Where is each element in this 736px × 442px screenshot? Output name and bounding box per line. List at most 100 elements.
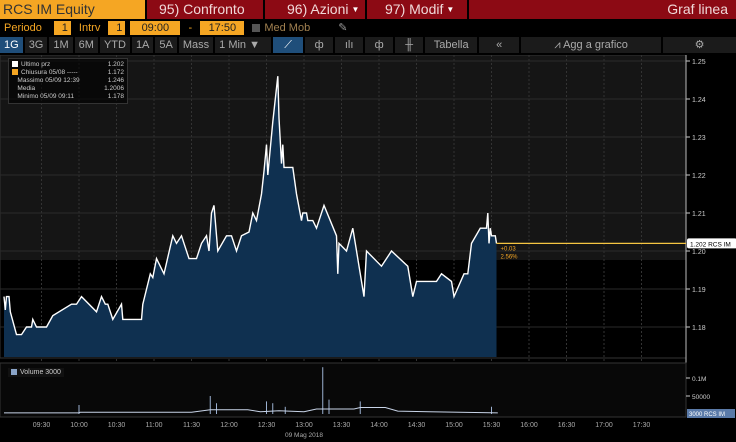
y-tick-label: 1.25 (692, 59, 706, 66)
volume-legend: Volume 3000 (8, 368, 64, 377)
change-label: +0.03 (501, 246, 517, 252)
x-tick-label: 16:00 (520, 422, 538, 429)
x-tick-label: 11:30 (183, 422, 200, 429)
x-tick-label: 10:00 (70, 422, 88, 429)
y-tick-label: 1.21 (692, 211, 706, 218)
range-1a[interactable]: 1A (131, 36, 154, 53)
volume-line (4, 407, 498, 414)
dash: - (188, 21, 193, 34)
y-tick-label: 1.18 (692, 325, 706, 332)
line-chart-icon[interactable]: ⟋ (273, 36, 304, 53)
range-max[interactable]: Mass (178, 36, 214, 53)
x-tick-label: 14:00 (370, 422, 388, 429)
y-tick-label: 1.20 (692, 249, 706, 256)
add-to-chart-label: Agg a grafico (563, 38, 628, 51)
price-area (4, 76, 497, 357)
chart-add-icon: ⩘ (554, 38, 564, 51)
legend-item-close: Chiusura 05/08 ----- 1.172 (12, 69, 124, 77)
y-tick-label: 1.24 (692, 97, 706, 104)
legend-value: 1.2006 (104, 85, 124, 92)
actions-label: 96) Azioni (287, 1, 349, 17)
legend-label: Ultimo prz (21, 61, 51, 68)
ohlc-icon[interactable]: ф (365, 36, 394, 53)
add-to-chart-button[interactable]: ⩘ Agg a grafico (521, 36, 662, 53)
legend-swatch (12, 69, 18, 76)
modify-label: 97) Modif (385, 1, 444, 17)
volume-y-tick-label: 50000 (692, 394, 710, 401)
collapse-button[interactable]: « (479, 36, 520, 53)
end-time-input[interactable]: 17:50 (200, 20, 245, 35)
x-tick-label: 13:30 (333, 422, 351, 429)
legend-label: Chiusura 05/08 ----- (21, 69, 78, 76)
range-5a[interactable]: 5A (155, 36, 177, 53)
y-tick-label: 1.19 (692, 287, 706, 294)
range-1g[interactable]: 1G (0, 36, 23, 53)
x-tick-label: 09:30 (33, 422, 51, 429)
x-tick-label: 13:00 (295, 422, 313, 429)
x-tick-label: 17:00 (595, 422, 613, 429)
start-time-input[interactable]: 09:00 (130, 20, 181, 35)
range-6m[interactable]: 6M (74, 36, 98, 53)
price-legend: Ultimo prz 1.202 Chiusura 05/08 ----- 1.17… (8, 58, 128, 104)
toolbar: 1G 3G 1M 6M YTD 1A 5A Mass 1 Min ▼ ⟋ ф ı… (0, 36, 736, 53)
legend-item-high: Massimo 05/09 12:39 1.246 (12, 77, 124, 85)
legend-value: 1.172 (107, 69, 124, 76)
chevron-down-icon: ▼ (351, 5, 360, 14)
x-tick-label: 12:30 (258, 422, 276, 429)
settings-gear-icon[interactable]: ⚙ (663, 36, 736, 53)
volume-swatch (11, 369, 17, 376)
price-line (3, 76, 498, 336)
interval-input[interactable]: 1 (108, 20, 126, 35)
moving-avg-checkbox[interactable] (252, 23, 261, 32)
legend-value: 1.202 (107, 61, 124, 68)
range-1m[interactable]: 1M (49, 36, 73, 53)
bar-chart-icon[interactable]: ılı (335, 36, 364, 53)
ticker-field[interactable]: RCS IM Equity (0, 0, 145, 19)
volume-y-tick-label: 0.1M (692, 376, 706, 383)
period-input[interactable]: 1 (53, 20, 71, 35)
interval-label: Intrv (78, 21, 101, 34)
range-3g[interactable]: 3G (24, 36, 48, 53)
x-tick-label: 12:00 (220, 422, 238, 429)
chevron-down-icon: ▼ (446, 5, 455, 14)
volume-legend-label: Volume 3000 (20, 369, 61, 376)
x-tick-label: 10:30 (108, 422, 126, 429)
volume-panel (0, 362, 687, 418)
y-tick-label: 1.23 (692, 135, 706, 142)
header-bar: RCS IM Equity 95) Confronto 96) Azioni ▼ … (0, 0, 736, 19)
chart-type-button[interactable]: Graf linea (469, 0, 736, 19)
x-tick-label: 11:00 (146, 422, 163, 429)
table-button[interactable]: Tabella (425, 36, 478, 53)
x-tick-label: 15:30 (483, 422, 501, 429)
legend-item-last: Ultimo prz 1.202 (12, 61, 124, 69)
compare-button[interactable]: 95) Confronto (147, 0, 263, 19)
x-tick-label: 16:30 (558, 422, 576, 429)
y-tick-label: 1.22 (692, 173, 706, 180)
legend-label: Minimo 05/09 09:11 (17, 93, 75, 100)
volume-last-tag (687, 409, 735, 418)
price-chart[interactable]: 09:30 10:00 10:30 11:00 11:30 12:00 12:30 13:00… (0, 55, 736, 442)
x-tick-label: 17:30 (633, 422, 651, 429)
candlestick-icon[interactable]: ф (305, 36, 334, 53)
moving-avg-label: Med Mob (264, 21, 311, 34)
hlc-icon[interactable]: ╫ (395, 36, 424, 53)
modify-button[interactable]: 97) Modif ▼ (367, 0, 467, 19)
period-label: Periodo (4, 21, 42, 34)
last-price-label: 1.202 RCS IM (690, 241, 731, 248)
range-ytd[interactable]: YTD (99, 36, 130, 53)
interval-dropdown[interactable]: 1 Min ▼ (215, 36, 272, 53)
legend-item-avg: Media 1.2006 (12, 85, 124, 93)
actions-button[interactable]: 96) Azioni ▼ (265, 0, 365, 19)
x-tick-label: 15:00 (445, 422, 463, 429)
last-price-tag (687, 238, 736, 249)
x-tick-label: 14:30 (408, 422, 426, 429)
legend-swatch (12, 61, 18, 68)
volume-last-label: 3000 RCS IM (689, 412, 725, 418)
x-axis-date-label: 09 Mag 2018 (285, 432, 323, 439)
legend-value: 1.178 (107, 93, 124, 100)
legend-label: Media (17, 85, 36, 92)
pencil-icon[interactable]: ✎ (338, 22, 348, 34)
legend-label: Massimo 05/09 12:39 (17, 77, 80, 84)
change-pct-label: 2.56% (501, 254, 519, 260)
legend-value: 1.246 (107, 77, 124, 84)
